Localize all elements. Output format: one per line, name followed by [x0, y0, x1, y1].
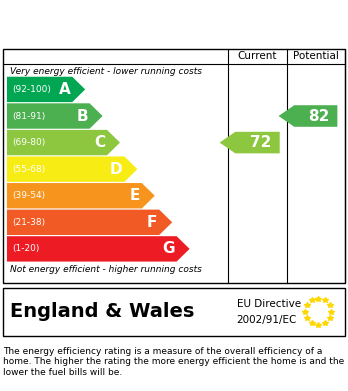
- Text: C: C: [94, 135, 105, 150]
- Text: Current: Current: [238, 52, 277, 61]
- Text: F: F: [147, 215, 157, 230]
- Text: (81-91): (81-91): [12, 111, 46, 120]
- Polygon shape: [7, 210, 172, 235]
- Text: (69-80): (69-80): [12, 138, 46, 147]
- Text: E: E: [130, 188, 140, 203]
- FancyBboxPatch shape: [3, 49, 345, 283]
- Text: Potential: Potential: [293, 52, 339, 61]
- Text: EU Directive: EU Directive: [237, 299, 301, 309]
- Text: 82: 82: [309, 109, 330, 124]
- Text: (1-20): (1-20): [12, 244, 40, 253]
- Polygon shape: [7, 130, 120, 155]
- Text: The energy efficiency rating is a measure of the overall efficiency of a home. T: The energy efficiency rating is a measur…: [3, 347, 345, 377]
- Polygon shape: [7, 236, 190, 262]
- Polygon shape: [278, 105, 337, 127]
- Text: (92-100): (92-100): [12, 85, 51, 94]
- Text: 72: 72: [250, 135, 272, 150]
- Polygon shape: [7, 77, 85, 102]
- Text: A: A: [59, 82, 70, 97]
- Text: England & Wales: England & Wales: [10, 302, 195, 321]
- Text: D: D: [110, 161, 123, 177]
- Polygon shape: [7, 156, 137, 182]
- Polygon shape: [220, 132, 280, 153]
- Text: (39-54): (39-54): [12, 191, 45, 200]
- Text: (21-38): (21-38): [12, 218, 45, 227]
- Text: 2002/91/EC: 2002/91/EC: [237, 315, 297, 325]
- FancyBboxPatch shape: [3, 288, 345, 335]
- Text: Not energy efficient - higher running costs: Not energy efficient - higher running co…: [10, 265, 202, 274]
- Text: B: B: [76, 109, 88, 124]
- Polygon shape: [7, 183, 155, 208]
- Polygon shape: [7, 103, 103, 129]
- Text: Energy Efficiency Rating: Energy Efficiency Rating: [50, 14, 298, 32]
- Text: (55-68): (55-68): [12, 165, 46, 174]
- Text: Very energy efficient - lower running costs: Very energy efficient - lower running co…: [10, 68, 203, 77]
- Text: G: G: [163, 241, 175, 256]
